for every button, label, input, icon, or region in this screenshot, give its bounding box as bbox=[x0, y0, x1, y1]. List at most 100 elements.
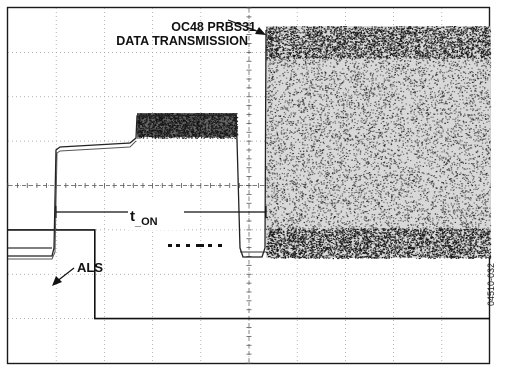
transmission-noise-dot bbox=[437, 138, 439, 140]
transmission-noise-dot bbox=[281, 191, 284, 193]
transmission-noise-dot bbox=[464, 103, 466, 105]
transmission-noise-dot bbox=[269, 211, 271, 213]
transmission-noise-dot bbox=[281, 57, 283, 59]
transmission-noise-dot bbox=[366, 129, 368, 131]
transmission-noise-dot bbox=[330, 212, 332, 214]
transmission-noise-dot bbox=[285, 148, 288, 150]
transmission-noise-dot bbox=[434, 92, 436, 94]
transmission-noise-dot bbox=[325, 167, 327, 169]
transmission-noise-dot bbox=[360, 204, 362, 206]
transmission-noise-dot bbox=[323, 130, 326, 132]
transmission-noise-dot bbox=[286, 57, 288, 59]
transmission-noise-dot bbox=[281, 106, 284, 108]
transmission-noise-dot bbox=[398, 93, 400, 95]
transmission-noise-dot bbox=[426, 119, 428, 121]
transmission-noise-dot bbox=[347, 200, 349, 202]
transmission-noise-dot bbox=[366, 161, 368, 163]
transmission-noise-dot bbox=[400, 70, 402, 72]
transmission-noise-dot bbox=[443, 225, 445, 227]
transmission-noise-dot bbox=[338, 54, 340, 56]
transmission-noise-dot bbox=[482, 166, 485, 168]
transmission-noise-dot bbox=[395, 125, 397, 127]
transmission-noise-dot bbox=[342, 164, 344, 166]
transmission-noise-dot bbox=[423, 109, 425, 111]
transmission-noise-dot bbox=[377, 217, 379, 219]
transmission-noise-dot bbox=[353, 184, 355, 186]
transmission-noise-dot bbox=[366, 112, 368, 114]
transmission-noise-dot bbox=[353, 64, 356, 66]
transmission-noise-dot bbox=[419, 240, 421, 242]
transmission-noise-dot bbox=[335, 140, 337, 142]
transmission-noise-dot bbox=[408, 82, 411, 84]
transmission-noise-dot bbox=[489, 66, 492, 68]
transmission-noise-dot bbox=[483, 65, 485, 67]
transmission-noise-dot bbox=[307, 198, 309, 200]
transmission-noise-dot bbox=[482, 86, 484, 88]
transmission-noise-dot bbox=[330, 199, 333, 201]
transmission-noise-dot bbox=[394, 187, 396, 189]
transmission-noise-dot bbox=[313, 251, 315, 253]
transmission-noise-dot bbox=[311, 146, 313, 148]
transmission-noise-dot bbox=[280, 188, 282, 190]
transmission-noise-dot bbox=[426, 137, 429, 139]
transmission-noise-dot bbox=[384, 177, 386, 179]
transmission-noise-dot bbox=[290, 131, 292, 133]
transmission-noise-dot bbox=[325, 212, 327, 214]
transmission-noise-dot bbox=[315, 139, 317, 141]
transmission-noise-dot bbox=[419, 209, 421, 211]
transmission-noise-dot bbox=[413, 207, 415, 209]
transmission-noise-dot bbox=[298, 31, 301, 33]
transmission-noise-dot bbox=[400, 87, 402, 89]
transmission-noise-dot bbox=[379, 94, 381, 96]
transmission-noise-dot bbox=[327, 135, 329, 137]
transmission-noise-dot bbox=[423, 246, 425, 248]
transmission-noise-dot bbox=[489, 38, 491, 40]
transmission-noise-dot bbox=[434, 82, 437, 84]
transmission-noise-dot bbox=[365, 177, 367, 179]
transmission-noise-dot bbox=[394, 152, 397, 154]
transmission-noise-dot bbox=[409, 31, 411, 33]
transmission-noise-dot bbox=[478, 112, 481, 114]
transmission-noise-dot bbox=[275, 213, 277, 215]
transmission-noise-dot bbox=[349, 106, 351, 108]
transmission-noise-dot bbox=[400, 43, 402, 45]
transmission-noise-dot bbox=[446, 139, 448, 141]
transmission-noise-dot bbox=[325, 249, 327, 251]
transmission-noise-dot bbox=[481, 140, 483, 142]
transmission-noise-dot bbox=[366, 254, 368, 256]
transmission-noise-dot bbox=[318, 182, 320, 184]
transmission-noise-dot bbox=[349, 101, 351, 103]
transmission-noise-dot bbox=[489, 140, 491, 142]
transmission-noise-dot bbox=[304, 144, 306, 146]
transmission-noise-dot bbox=[451, 169, 453, 171]
transmission-noise-dot bbox=[436, 170, 438, 172]
transmission-noise-dot bbox=[484, 162, 487, 164]
transmission-noise-dot bbox=[389, 105, 391, 107]
transmission-noise-dot bbox=[376, 110, 378, 112]
transmission-noise-dot bbox=[483, 176, 485, 178]
transmission-noise-dot bbox=[474, 88, 476, 90]
transmission-noise-dot bbox=[404, 148, 407, 150]
transmission-noise-dot bbox=[451, 97, 453, 99]
transmission-noise-dot bbox=[363, 228, 365, 230]
transmission-noise-dot bbox=[386, 71, 388, 73]
transmission-noise-dot bbox=[430, 91, 432, 93]
transmission-noise-dot bbox=[334, 72, 336, 74]
transmission-noise-dot bbox=[325, 238, 327, 240]
transmission-noise-dot bbox=[319, 67, 321, 69]
transmission-noise-dot bbox=[464, 114, 466, 116]
transmission-noise-dot bbox=[448, 91, 450, 93]
transmission-noise-dot bbox=[444, 186, 446, 188]
transmission-noise-dot bbox=[273, 187, 275, 189]
transmission-noise-dot bbox=[282, 64, 284, 66]
transmission-noise-dot bbox=[363, 205, 365, 207]
transmission-noise-dot bbox=[342, 174, 345, 176]
transmission-noise-dot bbox=[407, 221, 410, 223]
transmission-noise-dot bbox=[332, 66, 335, 68]
transmission-noise-dot bbox=[290, 175, 292, 177]
transmission-noise-dot bbox=[375, 183, 377, 185]
transmission-noise-dot bbox=[313, 95, 316, 97]
transmission-noise-dot bbox=[342, 203, 344, 205]
transmission-noise-dot bbox=[323, 243, 326, 245]
transmission-noise-dot bbox=[410, 192, 412, 194]
